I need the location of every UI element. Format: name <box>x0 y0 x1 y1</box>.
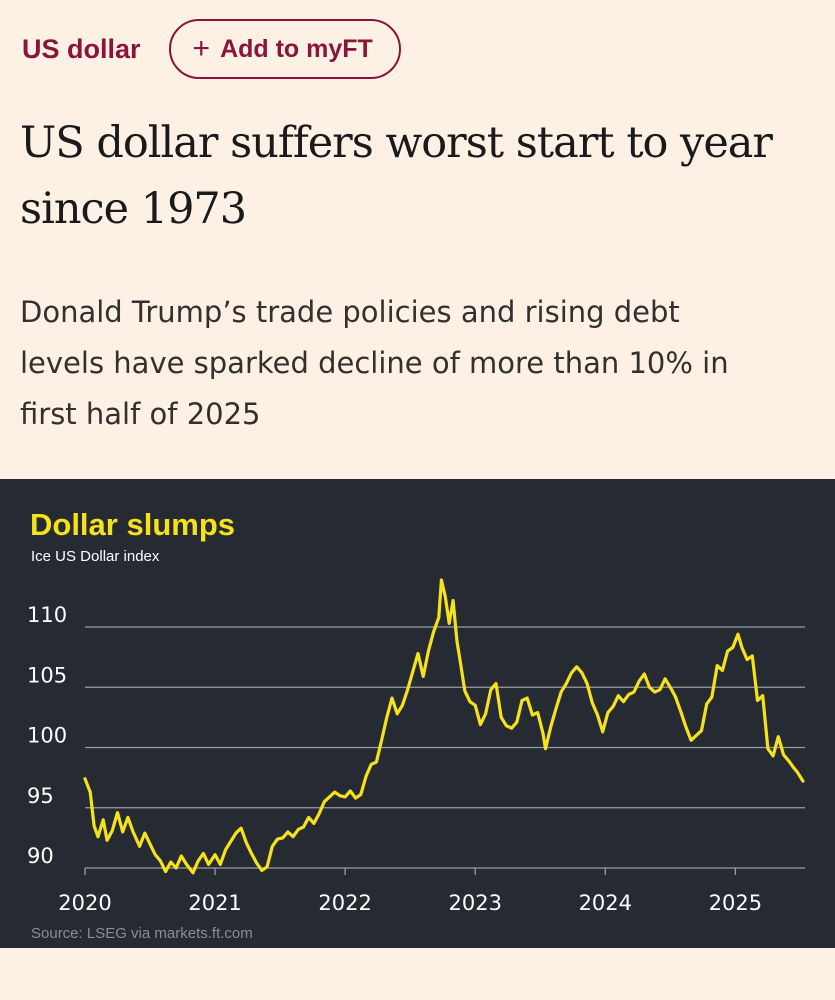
standfirst-line-1: Donald Trump’s trade policies and rising… <box>20 295 680 329</box>
headline-line-2: since 1973 <box>20 184 247 234</box>
x-tick-label: 2025 <box>709 891 762 915</box>
y-tick-label: 90 <box>27 844 54 868</box>
x-tick-label: 2023 <box>448 891 501 915</box>
line-layer <box>83 578 805 875</box>
x-tick-label: 2024 <box>579 891 632 915</box>
y-tick-label: 105 <box>27 663 67 687</box>
dollar-index-line <box>83 578 805 875</box>
chart-title: Dollar slumps <box>30 507 235 542</box>
headline-line-1: US dollar suffers worst start to year <box>20 118 773 168</box>
x-tick-label: 2021 <box>188 891 241 915</box>
topic-row: US dollar + Add to myFT <box>22 18 401 80</box>
standfirst-line-2: levels have sparked decline of more than… <box>20 346 729 380</box>
chart-panel: Dollar slumps Ice US Dollar index 90 95 10… <box>0 479 835 948</box>
dollar-index-chart: Dollar slumps Ice US Dollar index 90 95 10… <box>27 507 805 942</box>
standfirst-line-3: first half of 2025 <box>20 397 261 431</box>
y-tick-label: 95 <box>27 784 54 808</box>
chart-source: Source: LSEG via markets.ft.com <box>31 925 253 942</box>
standfirst: Donald Trump’s trade policies and rising… <box>20 287 820 440</box>
y-tick-label: 110 <box>27 603 67 627</box>
grid-layer: 90 95 100 105 110 2020 2021 2022 2023 2024 2025 <box>27 603 805 915</box>
topic-link[interactable]: US dollar <box>22 33 141 64</box>
headline: US dollar suffers worst start to year si… <box>20 110 820 242</box>
add-to-myft-label: Add to myFT <box>220 34 373 63</box>
plus-icon: + <box>192 32 211 65</box>
x-tick-label: 2022 <box>318 891 371 915</box>
y-tick-label: 100 <box>27 724 67 748</box>
add-to-myft-button[interactable]: + Add to myFT <box>168 19 401 79</box>
x-tick-label: 2020 <box>58 891 111 915</box>
chart-subtitle: Ice US Dollar index <box>31 548 160 565</box>
